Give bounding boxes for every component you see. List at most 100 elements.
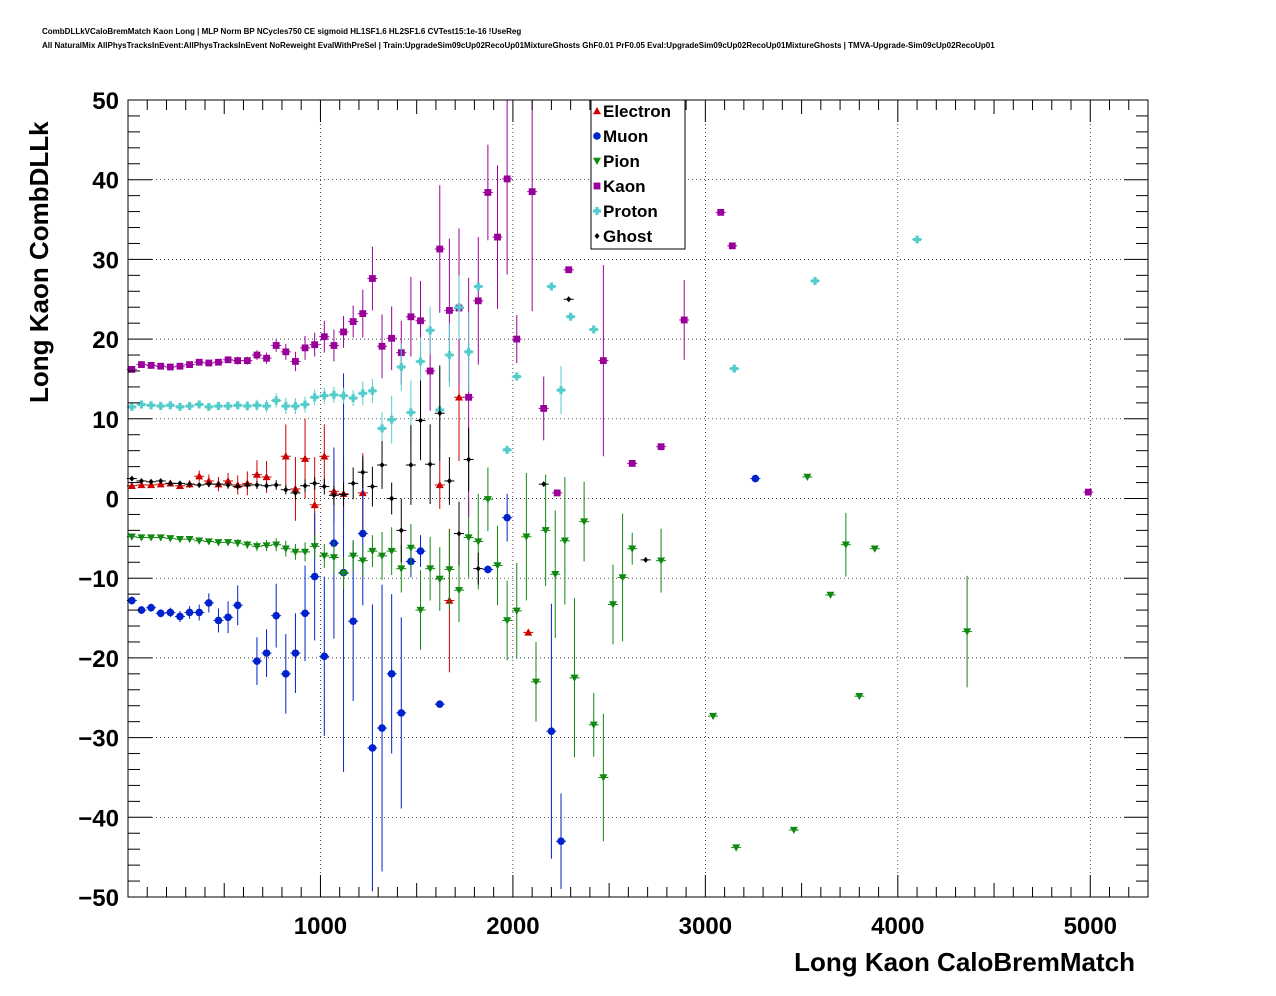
y-tick-label: −10 (78, 566, 119, 593)
data-point (679, 280, 690, 360)
data-point (415, 337, 426, 386)
point-marker (503, 445, 512, 454)
point-marker (320, 652, 329, 661)
data-point (750, 474, 761, 483)
data-point (338, 557, 349, 590)
point-marker (301, 400, 310, 409)
data-point (415, 570, 426, 650)
legend-label: Kaon (603, 177, 646, 196)
point-marker (243, 357, 251, 365)
data-point (319, 387, 330, 404)
data-point (357, 544, 368, 577)
point-marker (522, 533, 531, 541)
point-marker (709, 712, 718, 721)
point-marker (224, 539, 233, 547)
data-point (511, 315, 522, 364)
data-point (656, 443, 667, 451)
point-marker (321, 483, 327, 490)
legend-label: Proton (603, 202, 658, 221)
data-point (550, 510, 561, 638)
y-tick-label: −50 (78, 885, 119, 912)
legend-marker (593, 207, 602, 215)
data-point (348, 539, 359, 572)
data-point (300, 565, 311, 662)
point-marker (512, 607, 521, 615)
data-point (912, 235, 923, 244)
data-point (309, 476, 320, 490)
point-marker (310, 500, 319, 509)
point-marker (811, 276, 820, 285)
point-marker (378, 724, 386, 732)
point-marker (282, 348, 290, 356)
data-point (184, 481, 195, 488)
data-point (290, 543, 301, 560)
data-point (463, 427, 474, 492)
legend-label: Muon (603, 127, 648, 146)
point-marker (205, 599, 213, 607)
data-point (184, 361, 195, 369)
point-marker (254, 481, 260, 488)
point-marker (281, 545, 290, 553)
point-marker (456, 530, 462, 537)
legend-marker (593, 157, 601, 165)
data-point (203, 481, 214, 488)
x-tick-label: 4000 (871, 913, 924, 940)
data-point (290, 398, 301, 415)
data-point (565, 312, 576, 321)
x-tick-label: 3000 (679, 913, 732, 940)
data-point (146, 362, 157, 369)
data-point (357, 289, 368, 338)
point-marker (349, 617, 357, 626)
data-point (232, 483, 243, 490)
point-marker (416, 606, 425, 615)
point-marker (215, 481, 221, 488)
data-point (563, 296, 574, 303)
point-marker (446, 477, 452, 484)
point-marker (291, 402, 300, 411)
point-marker (566, 296, 572, 303)
point-marker (426, 565, 435, 573)
data-point (552, 489, 563, 497)
data-point (463, 312, 474, 392)
data-point (319, 424, 330, 489)
data-point (203, 359, 214, 367)
point-marker (541, 481, 547, 488)
data-point (290, 613, 301, 693)
point-marker (320, 391, 329, 400)
data-point (810, 276, 821, 285)
data-point (377, 531, 388, 580)
data-point (146, 478, 157, 485)
data-point (251, 541, 262, 552)
point-marker (628, 545, 637, 553)
point-marker (262, 649, 271, 657)
data-point (338, 482, 349, 507)
data-point (126, 533, 137, 541)
point-marker (253, 657, 261, 665)
data-point (223, 481, 234, 489)
point-marker (137, 606, 146, 614)
data-point (203, 593, 214, 613)
data-point (155, 534, 166, 542)
point-marker (560, 537, 569, 545)
data-point (136, 361, 147, 369)
point-marker (368, 386, 377, 395)
point-marker (147, 401, 156, 410)
point-marker (475, 565, 481, 572)
data-point (194, 481, 205, 488)
point-marker (368, 744, 377, 752)
point-marker (147, 534, 156, 542)
data-point (405, 276, 416, 357)
point-marker (513, 335, 521, 343)
data-point (502, 580, 513, 661)
data-point (213, 402, 224, 411)
point-marker (195, 537, 204, 545)
data-point (271, 583, 282, 648)
data-point (434, 700, 445, 708)
point-marker (387, 415, 396, 424)
data-point (280, 424, 291, 489)
point-marker (358, 557, 367, 565)
data-point (309, 332, 320, 357)
point-marker (369, 483, 375, 490)
point-marker (253, 351, 261, 359)
point-marker (214, 402, 223, 411)
